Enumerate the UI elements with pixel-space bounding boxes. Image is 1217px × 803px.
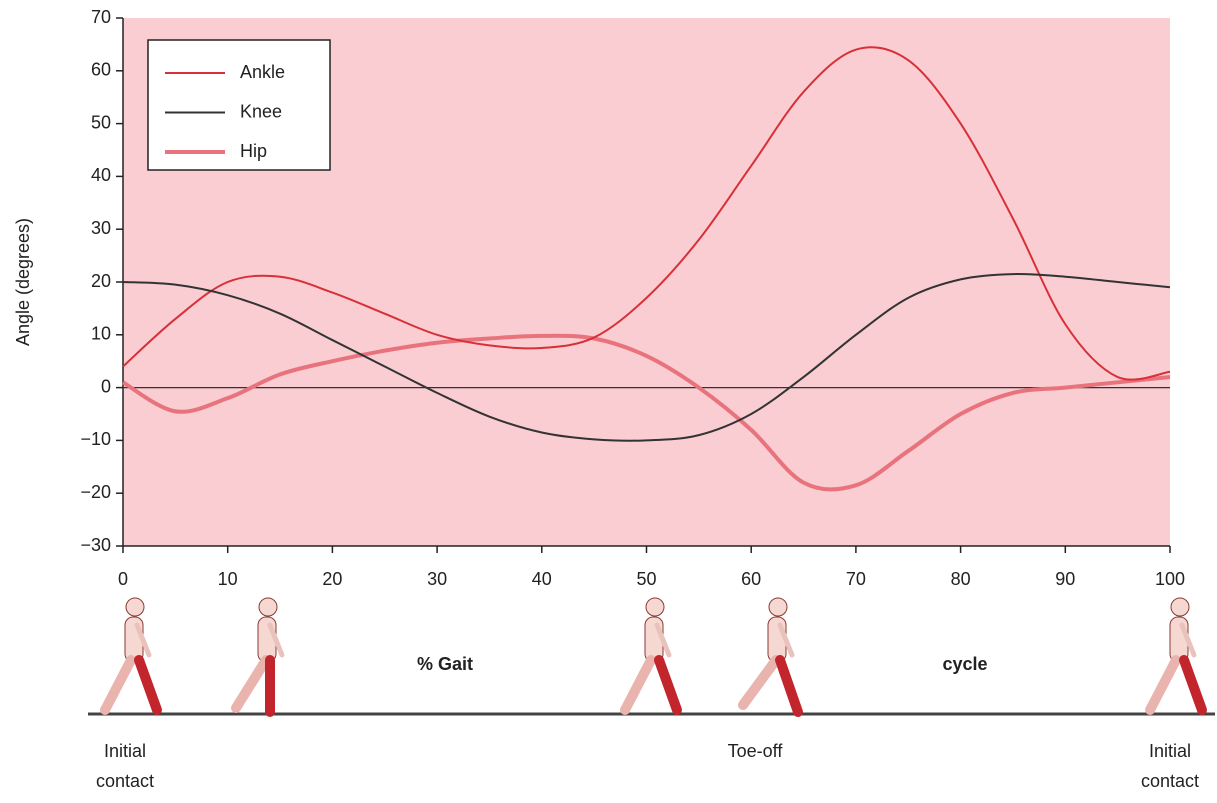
walker-head: [1171, 598, 1189, 616]
walker-leg: [1150, 660, 1176, 710]
walker: [236, 598, 282, 712]
x-tick-label: 50: [636, 569, 656, 589]
x-tick-label: 80: [951, 569, 971, 589]
y-axis-label: Angle (degrees): [13, 218, 33, 346]
walker-leg: [625, 660, 651, 710]
y-tick-label: 60: [91, 60, 111, 80]
walking-figures: [105, 598, 1202, 712]
walker: [743, 598, 798, 712]
y-tick-label: −10: [80, 429, 111, 449]
walker-leg: [1184, 660, 1202, 710]
legend-label: Knee: [240, 101, 282, 121]
x-axis-label: % Gait: [417, 654, 473, 674]
walker-leg: [743, 660, 776, 705]
walker-head: [259, 598, 277, 616]
phase-label: Initial: [104, 741, 146, 761]
y-tick-label: 30: [91, 218, 111, 238]
phase-label: contact: [96, 771, 154, 791]
walker: [1150, 598, 1202, 710]
y-tick-label: −20: [80, 482, 111, 502]
x-tick-label: 20: [322, 569, 342, 589]
phase-label: Initial: [1149, 741, 1191, 761]
y-tick-label: 40: [91, 165, 111, 185]
walker-leg: [139, 660, 157, 710]
x-tick-label: 100: [1155, 569, 1185, 589]
x-tick-label: 70: [846, 569, 866, 589]
phase-label: contact: [1141, 771, 1199, 791]
x-tick-label: 0: [118, 569, 128, 589]
walker-head: [126, 598, 144, 616]
x-tick-label: 60: [741, 569, 761, 589]
y-tick-label: −30: [80, 535, 111, 555]
walker: [625, 598, 677, 710]
walker-leg: [659, 660, 677, 710]
walker-head: [646, 598, 664, 616]
walker: [105, 598, 157, 710]
y-tick-label: 20: [91, 271, 111, 291]
y-tick-label: 50: [91, 112, 111, 132]
x-tick-label: 10: [218, 569, 238, 589]
x-axis-label: cycle: [942, 654, 987, 674]
walker-leg: [780, 660, 798, 712]
legend-label: Ankle: [240, 62, 285, 82]
y-tick-label: 10: [91, 324, 111, 344]
chart: Angle (degrees) −30 −20 −10 0 10 20 30 40 50 60 70…: [0, 0, 1217, 803]
legend-label: Hip: [240, 141, 267, 161]
y-tick-label: 0: [101, 376, 111, 396]
x-tick-label: 40: [532, 569, 552, 589]
phase-label: Toe-off: [728, 741, 784, 761]
x-tick-label: 30: [427, 569, 447, 589]
x-tick-label: 90: [1055, 569, 1075, 589]
walker-head: [769, 598, 787, 616]
walker-leg: [105, 660, 131, 710]
walker-leg: [236, 660, 266, 708]
y-tick-label: 70: [91, 7, 111, 27]
